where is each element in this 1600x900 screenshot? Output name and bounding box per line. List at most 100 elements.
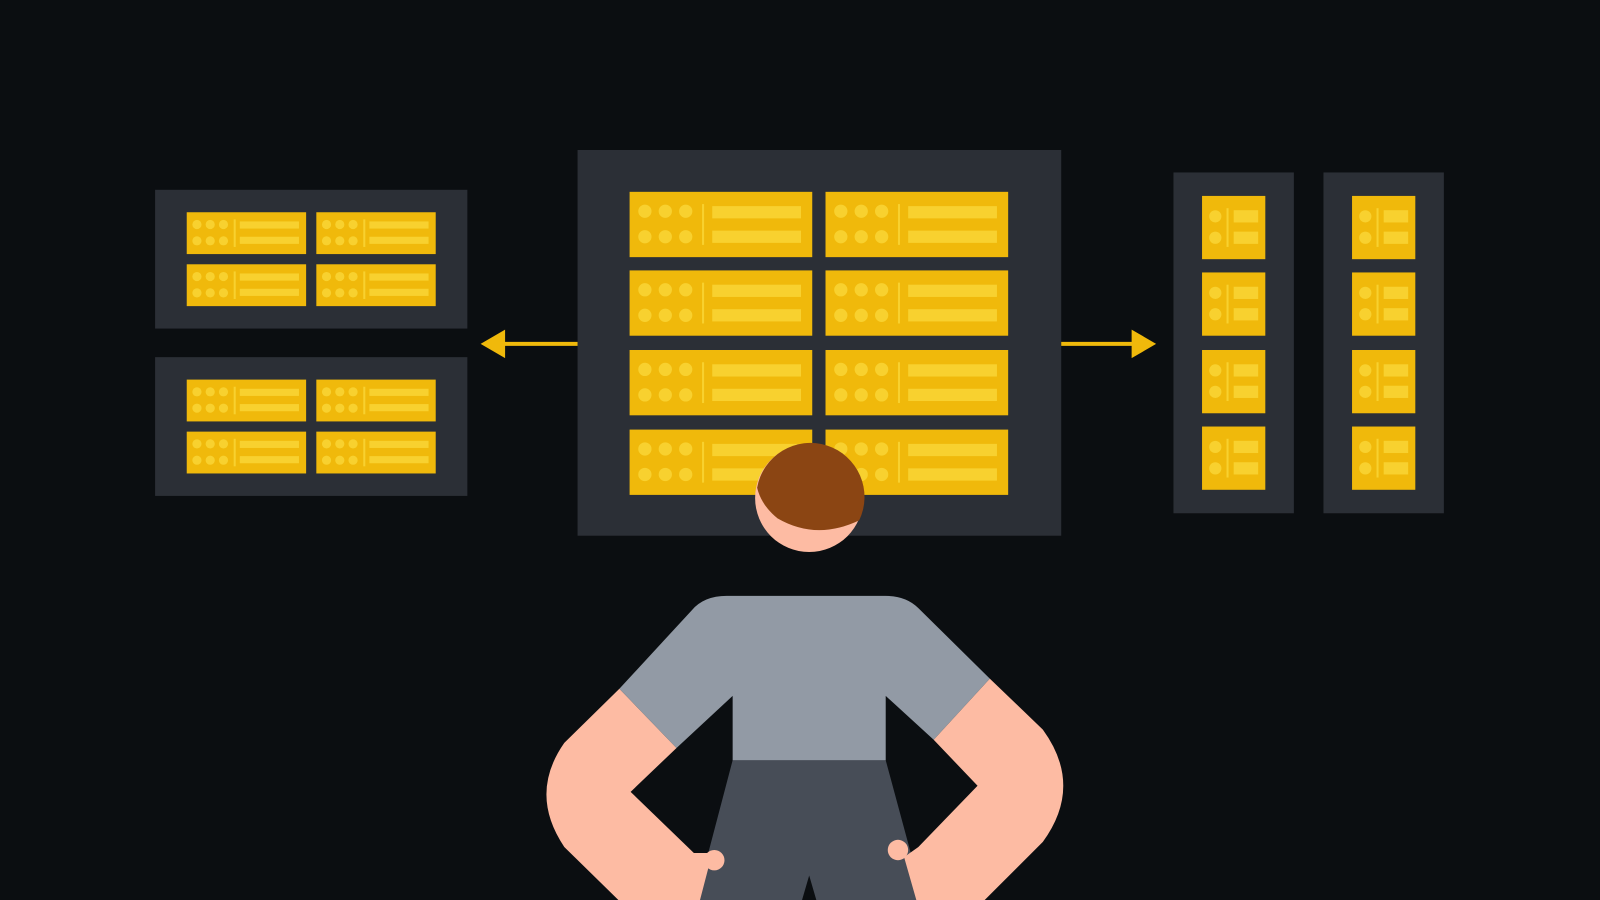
led <box>875 283 889 297</box>
divider <box>1226 362 1229 402</box>
led <box>1359 364 1372 377</box>
led <box>321 288 332 298</box>
slot <box>369 221 429 229</box>
slot <box>1233 231 1259 244</box>
led <box>854 283 868 297</box>
led <box>218 439 229 449</box>
server-unit <box>629 191 813 258</box>
left-arm <box>546 688 713 900</box>
arrow-head <box>480 329 506 359</box>
led <box>1209 231 1222 244</box>
divider <box>1376 284 1379 324</box>
slot <box>908 443 997 457</box>
led <box>335 271 345 282</box>
slot <box>239 288 299 296</box>
led <box>834 388 848 402</box>
led <box>679 467 693 482</box>
led <box>348 439 358 449</box>
led <box>638 388 652 402</box>
led <box>638 467 652 482</box>
led <box>205 387 215 397</box>
slot <box>239 404 299 412</box>
led <box>658 388 672 402</box>
led <box>192 271 202 282</box>
slot <box>369 404 429 412</box>
slot <box>1233 364 1259 377</box>
server-unit <box>1352 195 1416 260</box>
slot <box>369 388 429 396</box>
led <box>205 236 215 246</box>
led <box>854 230 868 244</box>
server-unit <box>186 431 307 474</box>
divider <box>702 362 705 404</box>
led <box>679 230 693 244</box>
divider <box>702 441 705 483</box>
server-unit <box>1352 426 1416 490</box>
divider <box>1376 362 1379 402</box>
left-rack <box>155 357 468 496</box>
led <box>348 271 358 282</box>
slot <box>1383 210 1409 223</box>
led <box>658 467 672 482</box>
led <box>854 442 868 456</box>
server-unit <box>1202 272 1266 336</box>
led <box>679 283 693 297</box>
divider <box>897 362 900 404</box>
led <box>192 236 202 246</box>
slot <box>908 388 997 402</box>
led <box>335 288 345 298</box>
server-unit <box>316 212 436 255</box>
right-arm <box>904 678 1064 900</box>
slot <box>239 440 299 448</box>
slot <box>239 236 299 244</box>
slot <box>369 273 429 281</box>
slot <box>1383 462 1409 475</box>
led <box>1359 440 1372 454</box>
hand <box>887 839 909 861</box>
led <box>854 362 868 377</box>
led <box>1359 286 1372 299</box>
led <box>638 204 652 218</box>
server-unit <box>186 264 307 307</box>
led <box>1359 385 1372 398</box>
led <box>875 308 889 322</box>
led <box>321 236 332 246</box>
led <box>348 403 358 413</box>
led <box>205 403 215 413</box>
led <box>321 439 332 449</box>
led <box>658 442 672 456</box>
led <box>321 455 332 465</box>
led <box>348 455 358 465</box>
server-unit <box>1202 350 1266 414</box>
server-unit <box>1352 272 1416 336</box>
led <box>658 204 672 218</box>
led <box>875 204 889 218</box>
divider <box>702 282 705 324</box>
led <box>679 388 693 402</box>
led <box>834 204 848 218</box>
led <box>218 455 229 465</box>
slot <box>1233 440 1259 454</box>
slot <box>908 230 997 243</box>
led <box>875 388 889 402</box>
led <box>658 362 672 377</box>
divider <box>1376 438 1379 478</box>
pants <box>695 760 924 900</box>
led <box>875 230 889 244</box>
slot <box>1383 231 1409 244</box>
server-unit <box>1202 195 1266 260</box>
led <box>321 387 332 397</box>
slot <box>908 364 997 377</box>
slot <box>239 456 299 464</box>
slot <box>239 273 299 281</box>
led <box>335 236 345 246</box>
led <box>218 403 229 413</box>
led <box>335 387 345 397</box>
led <box>679 442 693 456</box>
led <box>321 271 332 282</box>
arrow-head <box>1131 329 1157 359</box>
led <box>1359 462 1372 475</box>
led <box>348 288 358 298</box>
slot <box>908 206 997 219</box>
